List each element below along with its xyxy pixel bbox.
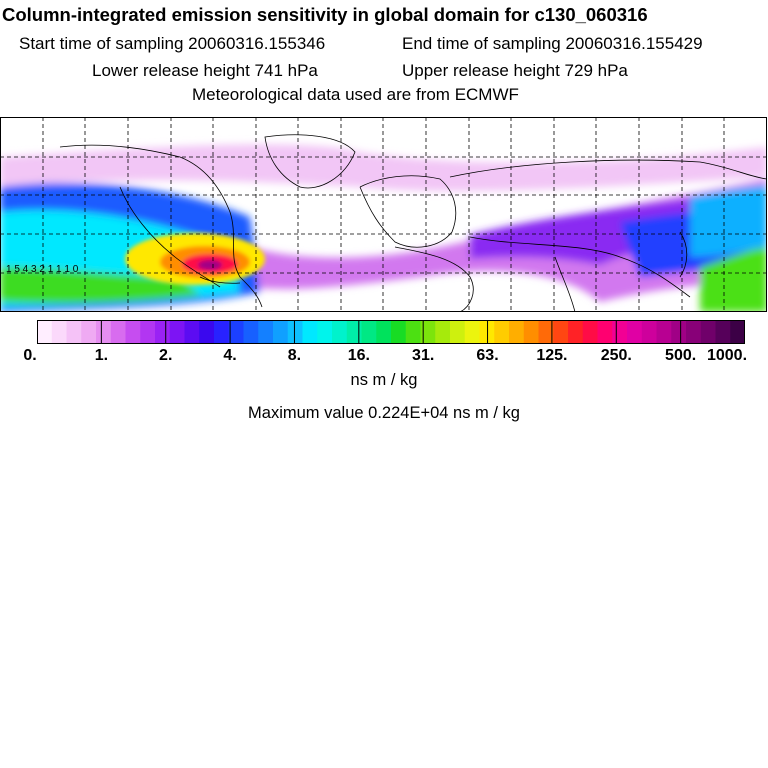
end-time-label: End time of sampling 20060316.155429 (402, 34, 703, 53)
max-value-label: Maximum value 0.224E+04 ns m / kg (248, 404, 520, 422)
coastlines (59, 134, 767, 312)
colorbar-tick-label: 4. (223, 347, 237, 364)
colorbar-swatch (317, 320, 333, 344)
colorbar-swatch (612, 320, 628, 344)
colorbar-tick-label: 500. (665, 347, 697, 364)
colorbar-swatch (273, 320, 289, 344)
contour-labels: 1 5 4 3 2 1 1 1 0 (6, 264, 79, 275)
colorbar-swatch (641, 320, 657, 344)
colorbar-swatch (332, 320, 348, 344)
colorbar-tick-label: 250. (600, 347, 632, 364)
coast-north-america-west (119, 186, 221, 288)
colorbar-frame (37, 320, 745, 344)
upper-release-label: Upper release height 729 hPa (402, 61, 628, 80)
coast-caribbean (199, 276, 241, 284)
colorbar-swatch (405, 320, 421, 344)
colorbar-swatch (553, 320, 569, 344)
colorbar-swatch (627, 320, 643, 344)
field-east-green (700, 245, 767, 312)
coast-greenland (264, 134, 356, 189)
lower-release-label: Lower release height 741 hPa (92, 61, 318, 80)
colorbar-swatch (140, 320, 156, 344)
colorbar-tick-label: 0. (23, 347, 37, 364)
colorbar-swatch (538, 320, 554, 344)
emission-sensitivity-map: 1 5 4 3 2 1 1 1 0 (0, 117, 767, 312)
field-northern-faint (0, 144, 767, 192)
colorbar-swatch (199, 320, 215, 344)
colorbar-swatch (96, 320, 112, 344)
colorbar-swatch (376, 320, 392, 344)
colorbar-swatch (391, 320, 407, 344)
colorbar-tick-label: 125. (536, 347, 568, 364)
colorbar-swatch (110, 320, 126, 344)
source-hotspot (125, 233, 265, 285)
colorbar-tick-label: 63. (476, 347, 499, 364)
units-label: ns m / kg (350, 371, 418, 389)
colorbar-swatch (450, 320, 466, 344)
graticule (0, 117, 767, 312)
colorbar-swatch (597, 320, 613, 344)
plot-title: Column-integrated emission sensitivity i… (2, 4, 648, 25)
colorbar-tick-label: 31. (412, 347, 435, 364)
colorbar-swatch (568, 320, 584, 344)
colorbar-tick-label: 16. (347, 347, 370, 364)
coast-africa (394, 246, 474, 312)
colorbar-swatch (214, 320, 230, 344)
field-pacific-green (0, 267, 200, 304)
colorbar-swatch (287, 320, 303, 344)
colorbar-swatch (582, 320, 598, 344)
colorbar-swatch (656, 320, 672, 344)
met-data-label: Meteorological data used are from ECMWF (192, 85, 519, 104)
colorbar-swatch (155, 320, 171, 344)
colorbar-swatch (509, 320, 525, 344)
coast-india (554, 256, 576, 312)
colorbar-swatch (258, 320, 274, 344)
colorbar-swatch (184, 320, 200, 344)
coast-europe (359, 175, 457, 248)
colorbar-swatch (494, 320, 510, 344)
field-east-cyan (690, 185, 767, 257)
colorbar-swatch (435, 320, 451, 344)
map-frame (0, 117, 767, 312)
colorbar (37, 320, 746, 344)
hotspot-core (198, 260, 222, 270)
colorbar-swatch (730, 320, 746, 344)
coast-asia (449, 159, 767, 298)
colorbar-swatch (169, 320, 185, 344)
colorbar-swatch (671, 320, 687, 344)
colorbar-swatch (361, 320, 377, 344)
colorbar-tick-label: 8. (287, 347, 302, 364)
colorbar-swatch (66, 320, 82, 344)
colorbar-swatch (700, 320, 716, 344)
colorbar-tick-label: 1. (94, 347, 109, 364)
colorbar-swatch (302, 320, 318, 344)
coast-north-america (59, 144, 263, 308)
colorbar-swatch (715, 320, 731, 344)
colorbar-swatch (125, 320, 141, 344)
colorbar-swatch (81, 320, 97, 344)
colorbar-tick-label: 1000. (706, 347, 748, 364)
colorbar-swatch (37, 320, 53, 344)
colorbar-swatch (420, 320, 436, 344)
colorbar-swatch (228, 320, 244, 344)
start-time-label: Start time of sampling 20060316.155346 (19, 34, 326, 53)
colorbar-swatch (346, 320, 362, 344)
colorbar-swatch (523, 320, 539, 344)
colorbar-tick-label: 2. (159, 347, 173, 364)
colorbar-swatch (464, 320, 480, 344)
colorbar-swatch (51, 320, 67, 344)
colorbar-swatch (686, 320, 702, 344)
colorbar-swatch (479, 320, 495, 344)
colorbar-swatch (243, 320, 259, 344)
